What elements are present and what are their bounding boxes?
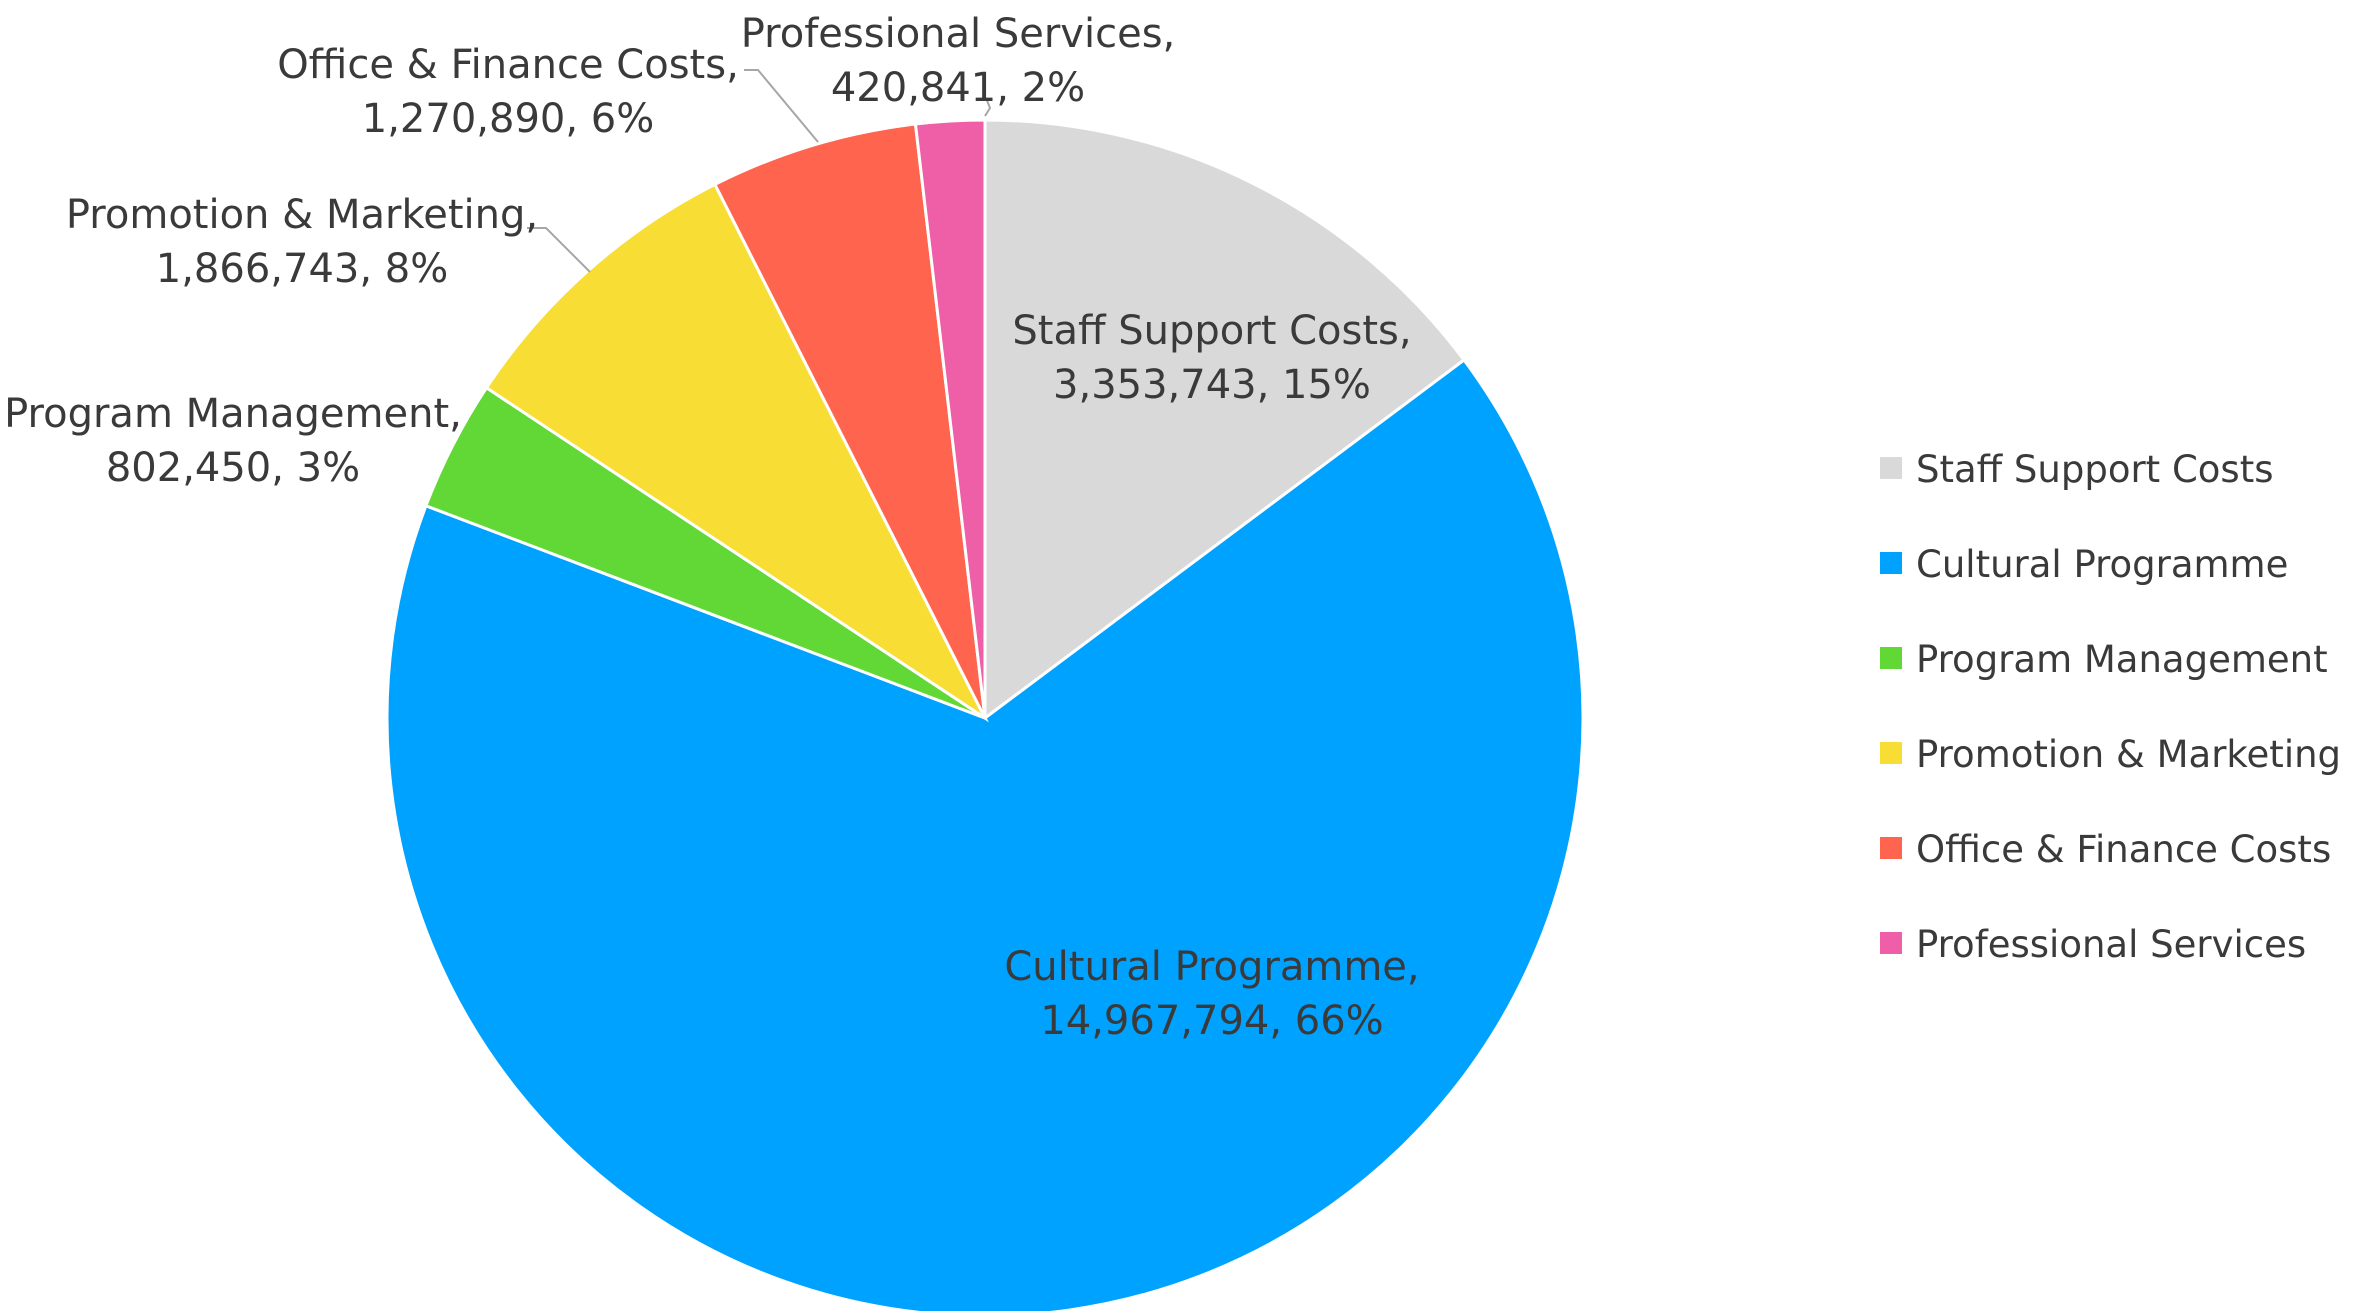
data-label-value-program-management: 802,450, 3% xyxy=(106,445,360,491)
legend-label-cultural-programme: Cultural Programme xyxy=(1916,543,2288,586)
pie-slice-office-finance-costs xyxy=(712,122,987,719)
leader-line-professional-services xyxy=(984,97,992,117)
data-label-name-program-management: Program Management, xyxy=(4,391,462,437)
data-label-value-staff-support-costs: 3,353,743, 15% xyxy=(1053,362,1371,408)
pie-slice-professional-services xyxy=(913,118,987,719)
legend-label-promotion-marketing: Promotion & Marketing xyxy=(1916,733,2341,776)
data-label-value-promotion-marketing: 1,866,743, 8% xyxy=(156,246,448,292)
legend: Staff Support Costs Cultural Programme Pro… xyxy=(1880,448,2341,966)
slices-layer xyxy=(385,118,1585,1311)
data-label-name-office-finance-costs: Office & Finance Costs, xyxy=(277,42,739,88)
leader-lines-layer xyxy=(527,69,992,273)
legend-label-program-management: Program Management xyxy=(1916,638,2328,681)
legend-swatch-professional-services xyxy=(1880,932,1902,954)
data-labels-layer: Staff Support Costs, 3,353,743, 15% Cultur… xyxy=(4,11,1419,1044)
data-label-name-cultural-programme: Cultural Programme, xyxy=(1004,944,1419,990)
data-label-name-staff-support-costs: Staff Support Costs, xyxy=(1012,308,1411,354)
pie-slice-promotion-marketing xyxy=(484,182,989,723)
pie-slice-cultural-programme xyxy=(385,357,1585,1311)
leader-line-promotion-marketing xyxy=(527,227,591,273)
leader-line-office-finance-costs xyxy=(744,69,819,143)
data-label-value-professional-services: 420,841, 2% xyxy=(831,65,1085,111)
legend-swatch-program-management xyxy=(1880,647,1902,669)
data-label-value-cultural-programme: 14,967,794, 66% xyxy=(1040,998,1383,1044)
legend-swatch-office-finance-costs xyxy=(1880,837,1902,859)
legend-label-office-finance-costs: Office & Finance Costs xyxy=(1916,828,2331,871)
legend-label-staff-support-costs: Staff Support Costs xyxy=(1916,448,2273,491)
data-label-name-professional-services: Professional Services, xyxy=(741,11,1176,57)
data-label-value-office-finance-costs: 1,270,890, 6% xyxy=(362,96,654,142)
data-label-name-promotion-marketing: Promotion & Marketing, xyxy=(66,192,538,238)
legend-swatch-promotion-marketing xyxy=(1880,742,1902,764)
legend-label-professional-services: Professional Services xyxy=(1916,923,2306,966)
legend-swatch-cultural-programme xyxy=(1880,552,1902,574)
legend-swatch-staff-support-costs xyxy=(1880,457,1902,479)
pie-slice-staff-support-costs xyxy=(983,118,1467,721)
